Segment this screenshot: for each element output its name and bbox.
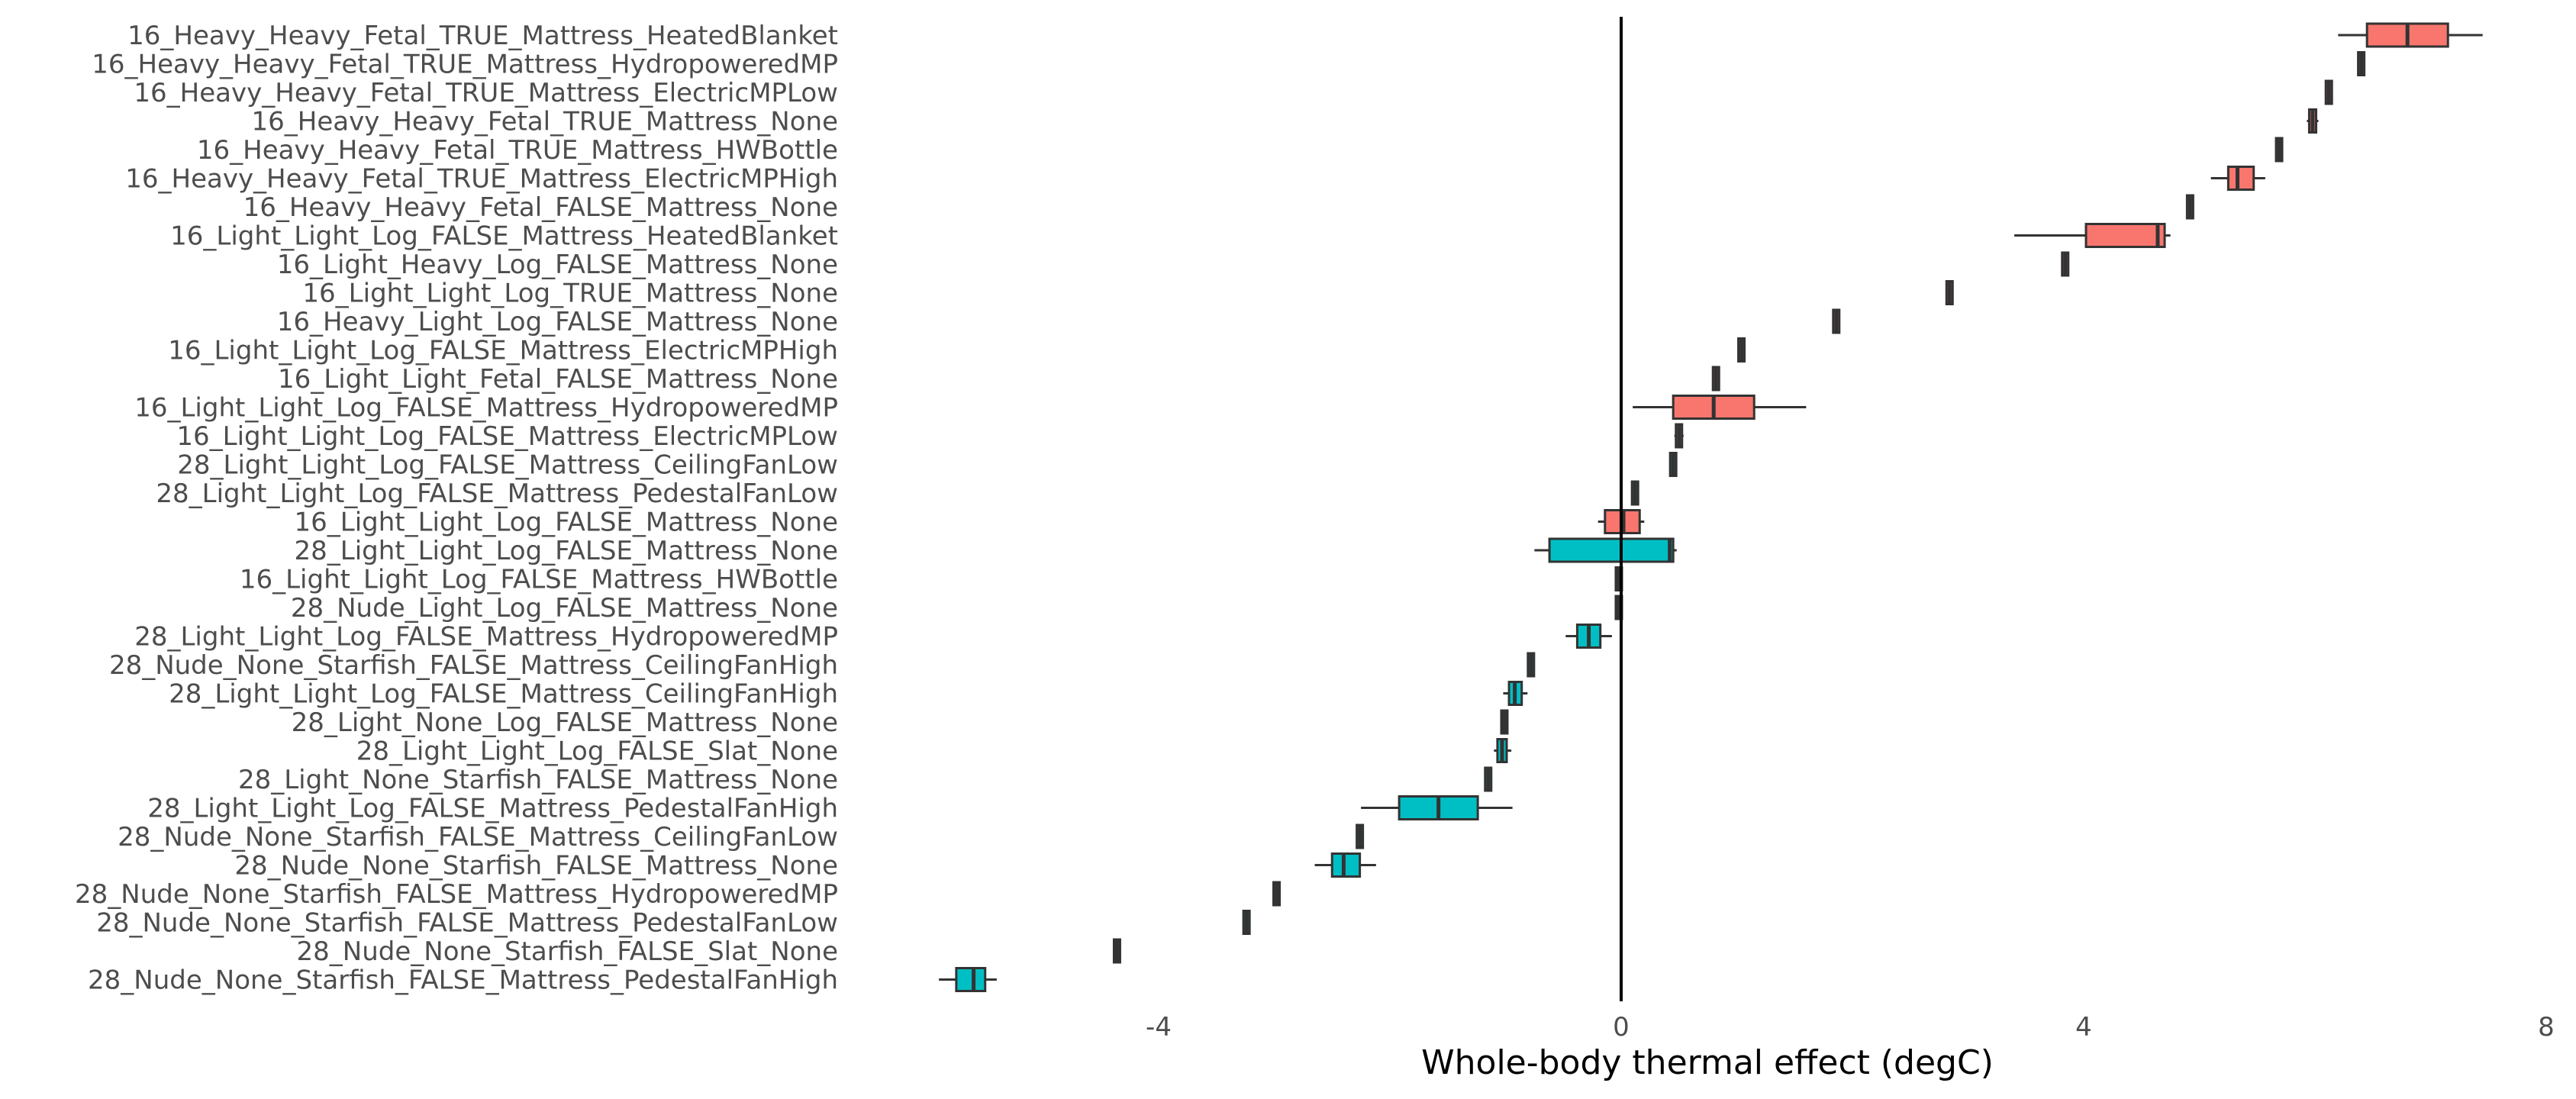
- category-label: 16_Heavy_Heavy_Fetal_TRUE_Mattress_Hydro…: [92, 50, 838, 80]
- box-item: [2185, 194, 2194, 220]
- category-label: 28_Nude_None_Starfish_FALSE_Slat_None: [297, 936, 838, 967]
- category-label: 28_Nude_None_Starfish_FALSE_Mattress_Hyd…: [75, 879, 838, 910]
- category-label: 28_Light_None_Starfish_FALSE_Mattress_No…: [238, 765, 838, 795]
- category-label: 16_Heavy_Heavy_Fetal_FALSE_Mattress_None: [243, 192, 838, 223]
- box-item: [1565, 624, 1612, 649]
- category-label: 28_Light_Light_Log_FALSE_Mattress_Pedest…: [156, 479, 838, 509]
- box-item: [1314, 852, 1376, 878]
- category-label: 16_Light_Light_Log_FALSE_Mattress_None: [294, 508, 838, 538]
- box-item: [2014, 223, 2171, 248]
- category-label: 28_Light_Light_Log_FALSE_Mattress_Ceilin…: [169, 679, 838, 710]
- category-label: 28_Nude_Light_Log_FALSE_Mattress_None: [291, 593, 838, 624]
- category-label: 28_Nude_None_Starfish_FALSE_Mattress_Non…: [234, 851, 838, 881]
- box-item: [2324, 79, 2333, 105]
- x-tick-label: 0: [1613, 1012, 1630, 1043]
- category-label: 16_Heavy_Heavy_Fetal_TRUE_Mattress_Elect…: [134, 78, 838, 108]
- category-label: 16_Heavy_Heavy_Fetal_TRUE_Mattress_Elect…: [125, 164, 838, 195]
- box-item: [1112, 938, 1121, 964]
- category-label: 28_Light_Light_Log_FALSE_Mattress_Ceilin…: [177, 450, 838, 481]
- x-tick-label: -4: [1146, 1012, 1172, 1043]
- category-label: 28_Light_Light_Log_FALSE_Mattress_Hydrop…: [134, 622, 838, 653]
- box-item: [1534, 537, 1677, 563]
- box-item: [2307, 108, 2319, 134]
- box-rect: [2084, 223, 2166, 248]
- box-item: [1494, 738, 1512, 763]
- category-label: 28_Light_None_Log_FALSE_Mattress_None: [292, 707, 838, 738]
- category-label: 16_Light_Light_Log_FALSE_Mattress_Electr…: [168, 336, 838, 366]
- x-tick-label: 8: [2538, 1012, 2555, 1043]
- box-item: [1668, 452, 1678, 477]
- x-axis-title: Whole-body thermal effect (degC): [1421, 1043, 1994, 1082]
- box-item: [1737, 337, 1746, 363]
- category-label: 28_Nude_None_Starfish_FALSE_Mattress_Ped…: [88, 965, 838, 996]
- x-axis-ticks: -4 0 4 8: [1146, 1012, 2555, 1043]
- box-item: [1633, 395, 1807, 420]
- category-label: 16_Heavy_Heavy_Fetal_TRUE_Mattress_HWBot…: [197, 135, 838, 166]
- category-label: 16_Light_Light_Log_FALSE_Mattress_Heated…: [170, 221, 838, 252]
- box-item: [1484, 766, 1493, 792]
- category-label: 16_Light_Light_Fetal_FALSE_Mattress_None: [278, 364, 838, 395]
- category-label: 28_Nude_None_Starfish_FALSE_Mattress_Ped…: [96, 908, 838, 939]
- box-rect: [2226, 166, 2255, 191]
- box-item: [2357, 51, 2366, 76]
- box-rect: [955, 967, 987, 992]
- category-label: 16_Light_Light_Log_TRUE_Mattress_None: [302, 279, 838, 309]
- box-item: [2338, 22, 2483, 48]
- box-series: [939, 22, 2483, 992]
- category-label: 16_Light_Light_Log_FALSE_Mattress_Hydrop…: [134, 393, 838, 424]
- box-item: [939, 967, 997, 992]
- box-item: [2061, 251, 2070, 277]
- category-label: 28_Nude_None_Starfish_FALSE_Mattress_Cei…: [118, 822, 838, 852]
- box-item: [1503, 681, 1528, 706]
- category-label: 16_Heavy_Heavy_Fetal_TRUE_Mattress_Heate…: [127, 21, 838, 51]
- box-item: [1527, 652, 1536, 678]
- box-rect: [1548, 537, 1675, 563]
- box-item: [1674, 423, 1684, 449]
- box-item: [1361, 795, 1513, 820]
- box-item: [1272, 881, 1282, 907]
- box-item: [2275, 137, 2284, 163]
- category-label: 16_Light_Light_Log_FALSE_Mattress_Electr…: [176, 421, 838, 452]
- box-item: [1945, 280, 1954, 305]
- box-item: [1630, 480, 1639, 506]
- box-rect: [1330, 852, 1362, 878]
- category-label: 16_Light_Light_Log_FALSE_Mattress_HWBott…: [240, 565, 838, 595]
- category-label: 16_Heavy_Heavy_Fetal_TRUE_Mattress_None: [252, 107, 839, 137]
- x-tick-label: 4: [2075, 1012, 2092, 1043]
- category-label: 16_Heavy_Light_Log_FALSE_Mattress_None: [277, 307, 838, 337]
- category-label: 16_Light_Heavy_Log_FALSE_Mattress_None: [277, 250, 838, 280]
- category-label: 28_Light_Light_Log_FALSE_Mattress_None: [294, 536, 838, 566]
- category-label: 28_Light_Light_Log_FALSE_Slat_None: [356, 736, 838, 767]
- box-item: [2210, 166, 2265, 191]
- box-item: [1711, 366, 1720, 392]
- box-item: [1356, 823, 1365, 849]
- box-item: [1500, 709, 1509, 735]
- box-item: [1832, 308, 1841, 334]
- category-label: 28_Light_Light_Log_FALSE_Mattress_Pedest…: [147, 794, 838, 824]
- category-labels: 16_Heavy_Heavy_Fetal_TRUE_Mattress_Heate…: [75, 21, 838, 996]
- box-item: [1242, 910, 1251, 935]
- category-label: 28_Nude_None_Starfish_FALSE_Mattress_Cei…: [109, 650, 838, 681]
